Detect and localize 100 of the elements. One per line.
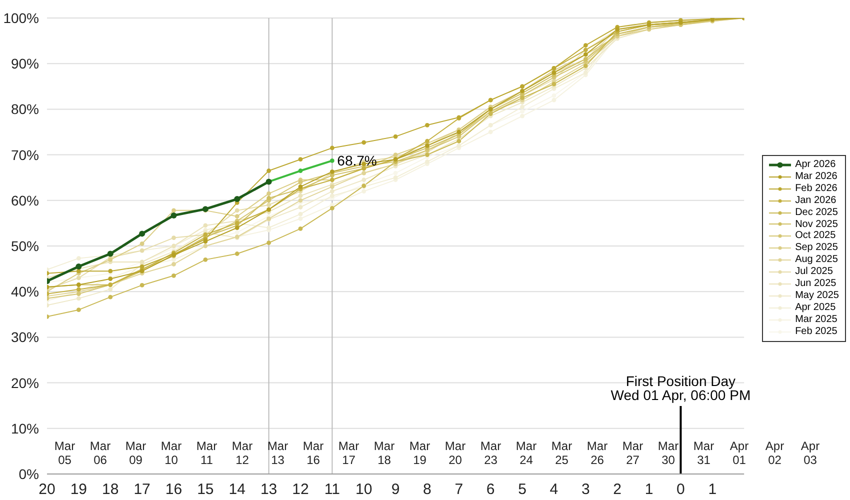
point (298, 194, 303, 198)
legend-label: Apr 2025 (795, 302, 836, 314)
x-tick-label: 20 (38, 481, 56, 498)
point (520, 96, 524, 100)
point (298, 226, 303, 231)
annotation: Mar 31 (693, 439, 714, 467)
y-tick-label: 20% (10, 374, 39, 391)
legend-label: Jun 2025 (795, 278, 836, 290)
point (76, 292, 81, 296)
annotation: Mar 26 (586, 439, 608, 467)
x-tick-label: 0 (676, 481, 685, 498)
y-tick-label: 40% (10, 284, 39, 300)
annotation: Mar 06 (90, 439, 111, 467)
point (330, 146, 334, 150)
point (139, 230, 146, 237)
annotation: Mar 12 (232, 439, 253, 467)
point (234, 208, 240, 213)
annotation: Mar 20 (444, 439, 466, 467)
x-tick-label: 5 (518, 481, 526, 498)
point (203, 223, 208, 228)
annotation: Mar 23 (480, 439, 502, 467)
legend-label: May 2025 (795, 290, 839, 302)
ref-line-label: First Position Day Wed 01 Apr, 06:00 PM (610, 373, 751, 403)
point (108, 294, 113, 300)
x-tick-label: 18 (102, 481, 119, 498)
x-tick-label: 10 (356, 481, 372, 498)
point (266, 226, 271, 230)
point (362, 189, 366, 194)
point (425, 159, 430, 164)
x-tick-label: 14 (228, 481, 246, 498)
text: Apr 02 (765, 439, 784, 467)
x-tick-label: 2 (613, 481, 622, 498)
point (552, 98, 556, 102)
point (330, 184, 334, 189)
annotation: Mar 18 (374, 439, 395, 467)
point (266, 168, 271, 173)
point (234, 214, 240, 219)
annotation: Mar 19 (409, 439, 430, 467)
annotation: Mar 05 (54, 439, 76, 467)
annotation: Mar 10 (160, 439, 182, 467)
annotation: Mar 24 (516, 439, 537, 467)
x-tick-label: 9 (391, 481, 400, 498)
point (266, 202, 271, 208)
point (393, 170, 398, 176)
y-tick-label: 70% (10, 146, 39, 163)
y-tick-label: 60% (10, 192, 39, 208)
legend-label: Nov 2025 (795, 218, 838, 230)
point (488, 130, 493, 134)
point (520, 109, 524, 114)
point (172, 236, 176, 240)
point (203, 257, 208, 262)
point (330, 173, 334, 178)
x-tick-label: 19 (70, 481, 88, 498)
legend-label: Mar 2025 (795, 314, 838, 326)
x-tick-label: 4 (550, 481, 558, 498)
point (172, 273, 176, 278)
y-tick-label: 90% (10, 56, 39, 72)
annotation: Mar 13 (267, 439, 288, 467)
point (234, 252, 240, 256)
x-tick-label: 1 (644, 481, 654, 498)
x-tick-label: 13 (260, 481, 278, 498)
point (266, 196, 271, 200)
x-tick-label: 15 (197, 481, 214, 498)
y-tick-label: 100% (3, 10, 39, 26)
point (393, 175, 398, 180)
legend-label: Feb 2025 (795, 326, 838, 338)
point (362, 140, 366, 145)
point (108, 287, 113, 292)
legend-label: Aug 2025 (795, 254, 838, 266)
point (393, 134, 398, 139)
point (234, 196, 240, 202)
point (170, 212, 177, 218)
point (298, 168, 303, 173)
point (298, 212, 303, 216)
point (425, 138, 430, 144)
point (298, 205, 303, 210)
point (234, 230, 240, 235)
annotation: Apr 01 (730, 439, 749, 467)
legend-label: Feb 2026 (795, 182, 838, 195)
x-tick-label: 16 (165, 481, 182, 498)
point (266, 240, 271, 246)
legend-label: Apr 2026 (795, 159, 836, 171)
point (172, 262, 176, 266)
legend-label: Mar 2026 (795, 170, 838, 183)
annotation: Mar 16 (302, 439, 324, 467)
point (330, 206, 334, 210)
point (76, 296, 81, 301)
point (552, 93, 556, 98)
legend-label: Dec 2025 (795, 206, 838, 219)
annotation: Mar 30 (658, 439, 679, 467)
point (330, 158, 334, 163)
x-tick-label: 1 (708, 481, 717, 498)
legend-label: Sep 2025 (795, 242, 838, 254)
legend-label: Jul 2025 (795, 266, 833, 278)
point (76, 308, 81, 312)
point (140, 283, 144, 288)
point (298, 216, 303, 221)
point (520, 114, 524, 118)
x-tick-label: 3 (581, 481, 590, 498)
annotation: Mar 09 (125, 439, 146, 467)
